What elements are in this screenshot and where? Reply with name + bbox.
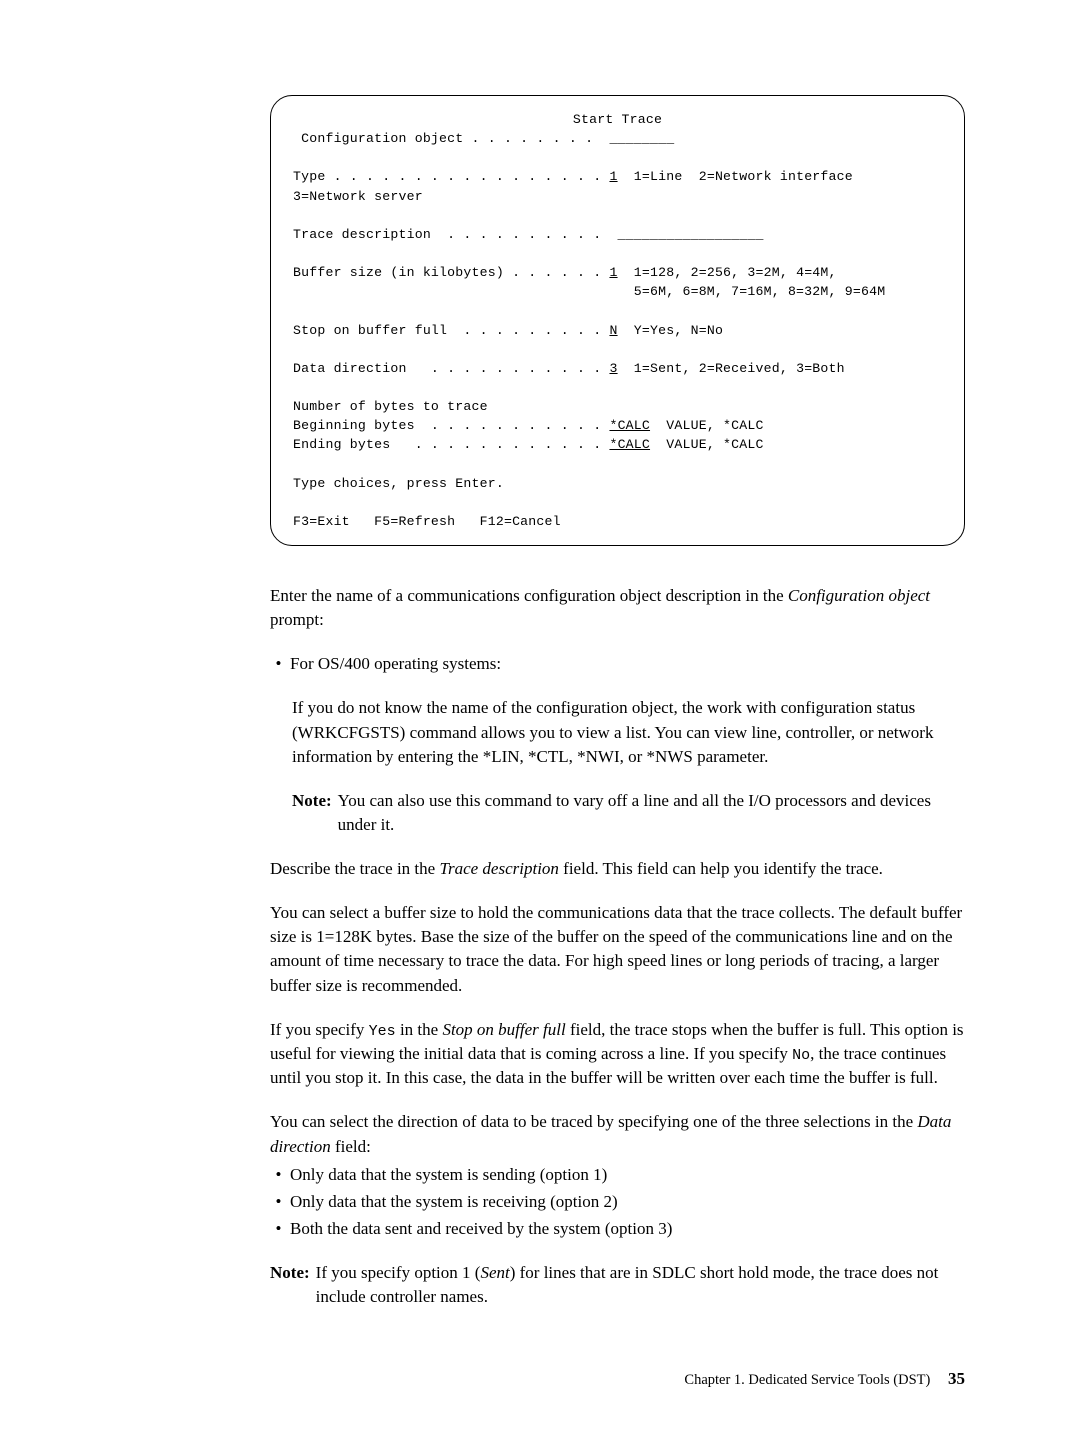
italic-term: Stop on buffer full xyxy=(442,1020,565,1039)
note-label: Note: xyxy=(292,789,338,837)
indented-paragraph: If you do not know the name of the confi… xyxy=(292,696,965,768)
list-item: For OS/400 operating systems: xyxy=(290,652,965,676)
page-footer: Chapter 1. Dedicated Service Tools (DST)… xyxy=(270,1369,965,1389)
terminal-screen: Start Trace Configuration object . . . .… xyxy=(270,95,965,546)
mono-term: No xyxy=(792,1047,810,1064)
terminal-line: Data direction . . . . . . . . . . . 3 1… xyxy=(293,361,845,376)
italic-term: Sent xyxy=(480,1263,509,1282)
list-item: Only data that the system is receiving (… xyxy=(290,1190,965,1214)
terminal-line: Type choices, press Enter. xyxy=(293,476,504,491)
paragraph: If you do not know the name of the confi… xyxy=(292,696,965,768)
bullet-list: Only data that the system is sending (op… xyxy=(270,1163,965,1241)
note-block: Note: If you specify option 1 (Sent) for… xyxy=(270,1261,965,1309)
paragraph: You can select a buffer size to hold the… xyxy=(270,901,965,998)
list-item: Both the data sent and received by the s… xyxy=(290,1217,965,1241)
note-text: You can also use this command to vary of… xyxy=(338,789,965,837)
terminal-line: Number of bytes to trace xyxy=(293,399,488,414)
italic-term: Configuration object xyxy=(788,586,930,605)
paragraph: Describe the trace in the Trace descript… xyxy=(270,857,965,881)
footer-page-number: 35 xyxy=(934,1369,965,1388)
terminal-line: F3=Exit F5=Refresh F12=Cancel xyxy=(293,514,561,529)
terminal-line: Stop on buffer full . . . . . . . . . N … xyxy=(293,323,723,338)
terminal-line: Ending bytes . . . . . . . . . . . . *CA… xyxy=(293,437,764,452)
paragraph: Enter the name of a communications confi… xyxy=(270,584,965,632)
document-page: Start Trace Configuration object . . . .… xyxy=(0,0,1080,1449)
footer-chapter: Chapter 1. Dedicated Service Tools (DST) xyxy=(684,1372,930,1388)
note-block: Note: You can also use this command to v… xyxy=(292,789,965,837)
terminal-line: Buffer size (in kilobytes) . . . . . . 1… xyxy=(293,265,837,280)
terminal-line: 3=Network server xyxy=(293,189,423,204)
paragraph: If you specify Yes in the Stop on buffer… xyxy=(270,1018,965,1091)
note-label: Note: xyxy=(270,1261,316,1309)
terminal-line: Configuration object . . . . . . . . ___… xyxy=(293,131,674,146)
list-item: Only data that the system is sending (op… xyxy=(290,1163,965,1187)
bullet-list: For OS/400 operating systems: xyxy=(270,652,965,676)
terminal-line: Type . . . . . . . . . . . . . . . . . 1… xyxy=(293,169,853,184)
body-content: Enter the name of a communications confi… xyxy=(270,584,965,1309)
paragraph: You can select the direction of data to … xyxy=(270,1110,965,1158)
terminal-title: Start Trace xyxy=(293,110,942,129)
note-text: If you specify option 1 (Sent) for lines… xyxy=(316,1261,965,1309)
italic-term: Trace description xyxy=(439,859,558,878)
mono-term: Yes xyxy=(369,1023,396,1040)
terminal-line: 5=6M, 6=8M, 7=16M, 8=32M, 9=64M xyxy=(293,284,885,299)
terminal-line: Beginning bytes . . . . . . . . . . . *C… xyxy=(293,418,764,433)
terminal-line: Trace description . . . . . . . . . . __… xyxy=(293,227,764,242)
